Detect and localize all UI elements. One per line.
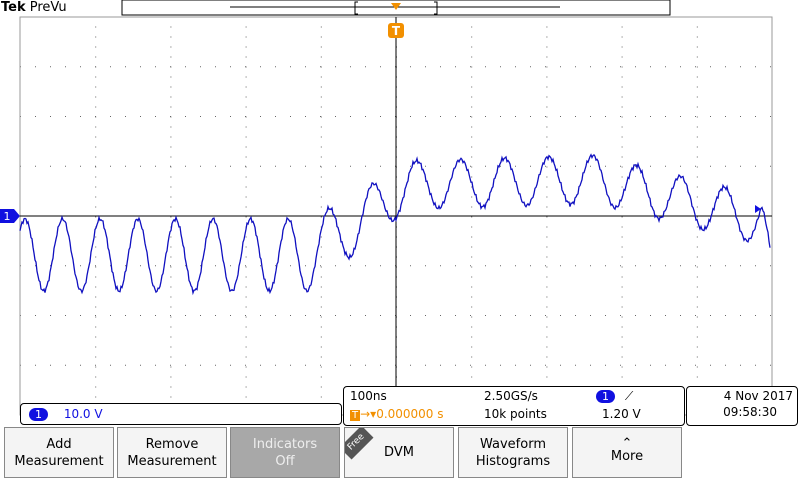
waveform-trace xyxy=(19,153,771,296)
trigger-channel: 1 xyxy=(596,390,615,403)
button-label: Indicators xyxy=(252,436,318,452)
channel-chip: 1 xyxy=(29,408,48,421)
button-label: Off xyxy=(275,453,295,469)
menu-button[interactable]: Remove Measurement xyxy=(117,427,227,478)
graticule: T 1 xyxy=(0,0,773,416)
channel-label: 1 xyxy=(4,210,11,223)
channel-scale: 10.0 V xyxy=(63,407,103,421)
trigger-pointer xyxy=(391,3,401,10)
button-label: More xyxy=(610,449,644,464)
trigger-position: T →▾0.000000 s xyxy=(350,407,444,421)
menu-button[interactable]: Free DVM xyxy=(344,427,454,478)
button-label: Measurement xyxy=(14,453,104,469)
button-label: Histograms xyxy=(475,453,551,469)
trigger-level: 1.20 V xyxy=(602,407,641,421)
brand: Tek PreVu xyxy=(1,0,67,15)
menu-button[interactable]: Waveform Histograms xyxy=(458,427,568,478)
trigger-position-value: 0.000000 s xyxy=(376,407,444,421)
trigger-level-marker xyxy=(755,205,761,213)
time: 09:58:30 xyxy=(723,405,777,419)
menu-button[interactable]: Add Measurement xyxy=(4,427,114,478)
button-label: Add xyxy=(46,436,72,452)
trigger-source: 1 ⟋ xyxy=(596,389,633,404)
record-length: 10k points xyxy=(484,407,547,421)
mode: PreVu xyxy=(29,0,67,15)
menu-button[interactable]: Indicators Off xyxy=(230,427,340,478)
button-label: Measurement xyxy=(127,453,217,469)
channel-marker xyxy=(0,209,20,223)
brand-text: Tek xyxy=(1,0,26,15)
button-label: Remove xyxy=(145,436,199,452)
trigger-marker xyxy=(388,23,404,38)
channel-readout: 1 10.0 V xyxy=(20,403,342,425)
button-label: DVM xyxy=(384,445,414,460)
menu-button[interactable]: ⌃ More xyxy=(572,427,682,478)
date: 4 Nov 2017 xyxy=(723,389,793,403)
time-scale: 100ns xyxy=(350,389,387,403)
acquisition-readout: 100ns 2.50GS/s 1 ⟋ T →▾0.000000 s 10k poi… xyxy=(343,386,685,426)
datetime: 4 Nov 2017 09:58:30 xyxy=(686,386,798,426)
trigger-label: T xyxy=(392,24,401,38)
record-window xyxy=(354,1,438,15)
sample-rate: 2.50GS/s xyxy=(484,389,538,403)
more-arrow: ⌃ xyxy=(621,436,633,451)
button-label: Waveform xyxy=(480,436,546,452)
